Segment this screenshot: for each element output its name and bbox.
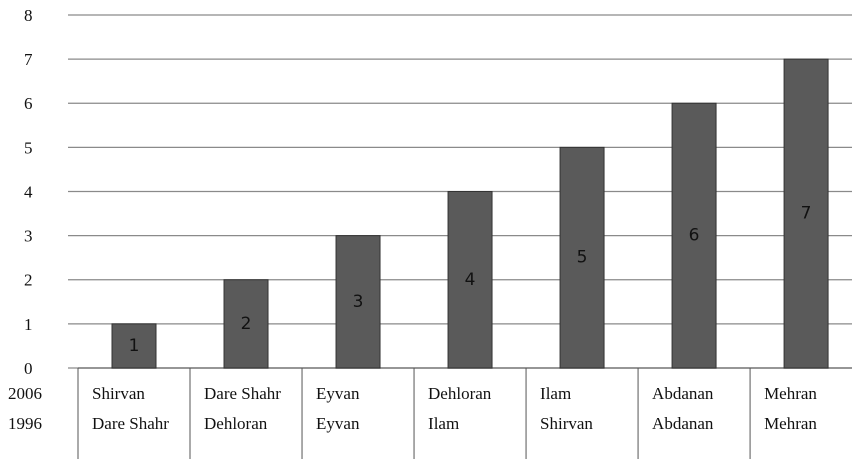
- x-tick-label: Ilam: [428, 414, 459, 433]
- data-label: 4: [465, 270, 476, 290]
- x-tick-label: Dehloran: [204, 414, 268, 433]
- x-tick-label: Ilam: [540, 384, 571, 403]
- y-tick-label: 8: [24, 6, 33, 25]
- x-tick-label: Eyvan: [316, 414, 360, 433]
- data-label: 5: [577, 248, 588, 268]
- x-tick-label: Eyvan: [316, 384, 360, 403]
- y-tick-label: 6: [24, 94, 33, 113]
- bar: [111, 323, 157, 369]
- data-label: 2: [241, 314, 252, 334]
- y-tick-label: 5: [24, 138, 33, 157]
- x-tick-label: Dare Shahr: [204, 384, 281, 403]
- x-tick-label: Abdanan: [652, 384, 714, 403]
- bar: [223, 279, 269, 369]
- x-tick-label: Shirvan: [92, 384, 145, 403]
- y-tick-label: 7: [24, 50, 33, 69]
- x-tick-label: Abdanan: [652, 414, 714, 433]
- y-tick-label: 1: [24, 315, 33, 334]
- bar: [671, 102, 717, 369]
- data-label: 3: [353, 292, 364, 312]
- x-tick-label: Mehran: [764, 414, 817, 433]
- y-tick-label: 2: [24, 271, 33, 290]
- x-tick-label: Shirvan: [540, 414, 593, 433]
- x-tick-label: Mehran: [764, 384, 817, 403]
- bar: [447, 191, 493, 369]
- y-tick-label: 3: [24, 227, 33, 246]
- row-label: 2006: [8, 384, 42, 403]
- data-label: 6: [689, 226, 700, 246]
- y-tick-label: 4: [24, 182, 33, 201]
- x-tick-label: Dehloran: [428, 384, 492, 403]
- bar: [559, 146, 605, 369]
- data-label: 1: [129, 336, 140, 356]
- data-label: 7: [801, 204, 812, 224]
- bar: [335, 235, 381, 369]
- y-tick-label: 0: [24, 359, 33, 378]
- x-tick-label: Dare Shahr: [92, 414, 169, 433]
- row-label: 1996: [8, 414, 42, 433]
- bar: [783, 58, 829, 369]
